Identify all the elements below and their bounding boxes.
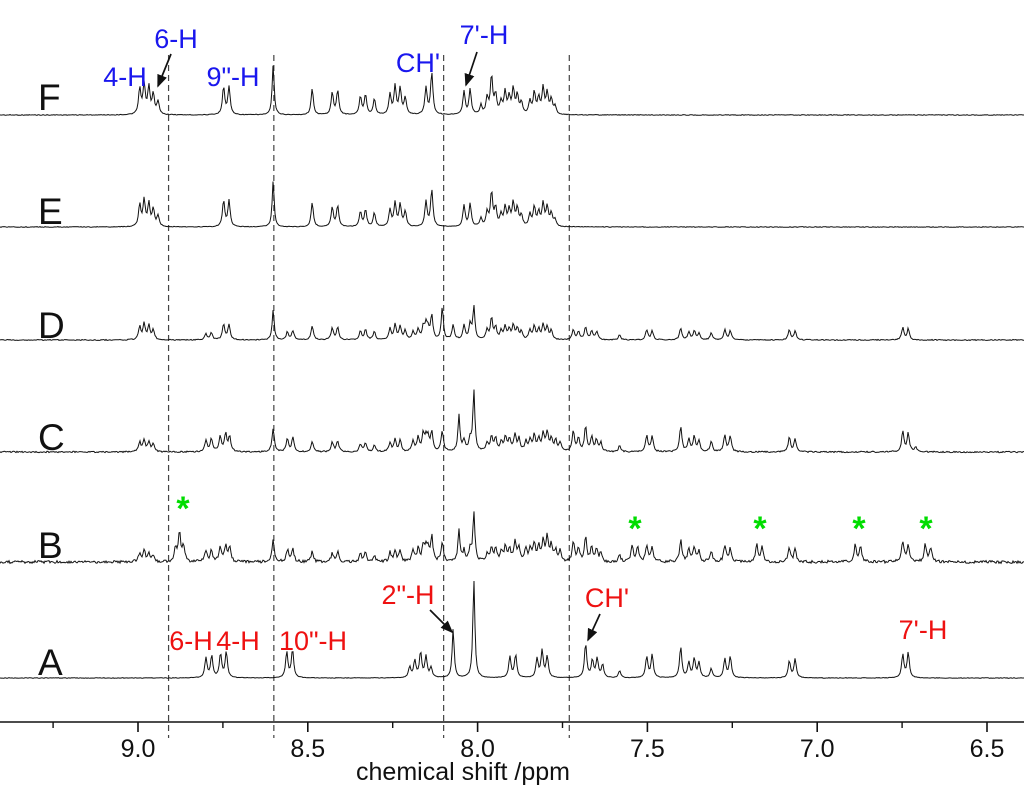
spectrum-label-A: A [38,642,63,683]
peak-label-6H-red: 6-H [169,626,213,656]
annotation-arrow [587,613,601,642]
spectrum-label-B: B [38,525,63,566]
spectrum-label-E: E [38,191,63,232]
peak-label-CH-blue: CH' [396,48,440,78]
spectrum-label-D: D [38,305,65,346]
impurity-asterisk: * [176,490,190,528]
x-axis-tick-label: 8.0 [460,735,495,763]
spectrum-trace-C [0,389,1024,454]
annotation-arrow [157,53,172,88]
spectrum-trace-D [0,304,1024,342]
x-axis-tick-label: 9.0 [121,735,156,763]
peak-label-6H-blue: 6-H [154,24,198,54]
impurity-asterisk: * [919,510,933,548]
annotation-arrow [464,51,478,87]
x-axis-tick-label: 8.5 [290,735,325,763]
spectrum-trace-B [0,511,1024,565]
peak-label-4H-blue: 4-H [103,62,147,92]
impurity-asterisk: * [852,510,866,548]
peak-label-2H-red: 2"-H [381,580,434,610]
impurity-asterisk: * [628,510,642,548]
impurity-asterisk: * [753,510,767,548]
spectrum-label-F: F [38,77,61,118]
x-axis-title: chemical shift /ppm [356,758,570,786]
x-axis-tick-label: 7.5 [630,735,665,763]
spectrum-label-C: C [38,417,65,458]
peak-label-4H-red: 4-H [216,626,260,656]
x-axis-tick-label: 7.0 [800,735,835,763]
peak-label-9H-blue: 9"-H [206,62,259,92]
spectrum-trace-E [0,181,1024,228]
peak-label-7H-blue: 7'-H [460,20,509,50]
annotation-arrow [429,609,454,634]
peak-label-CH-red: CH' [585,583,629,613]
spectrum-trace-A [0,580,1024,679]
x-axis-tick-label: 6.5 [970,735,1005,763]
peak-label-7H-red: 7'-H [899,615,948,645]
peak-label-10H-red: 10"-H [279,626,347,656]
spectrum-trace-F [0,65,1024,116]
